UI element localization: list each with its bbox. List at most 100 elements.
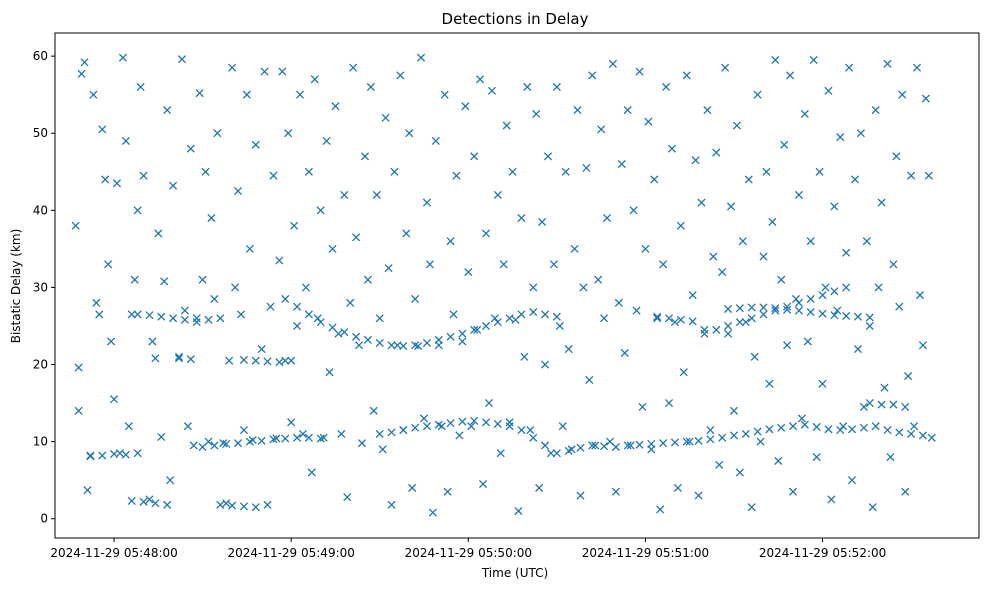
data-point — [440, 90, 449, 99]
data-point — [762, 167, 771, 176]
data-point — [109, 449, 119, 459]
data-point — [192, 318, 201, 327]
data-point — [222, 439, 231, 448]
data-point — [231, 283, 240, 292]
data-point — [98, 125, 107, 134]
data-point — [390, 167, 399, 176]
data-point — [765, 379, 774, 388]
data-point — [818, 379, 827, 388]
data-point — [585, 375, 594, 385]
data-point — [77, 69, 86, 78]
data-point — [316, 434, 325, 443]
data-point — [877, 198, 886, 207]
data-point — [685, 437, 694, 446]
data-point — [735, 468, 744, 477]
data-point — [555, 321, 564, 331]
data-point — [753, 427, 762, 436]
data-point — [570, 244, 579, 253]
data-point — [346, 298, 355, 307]
data-point — [830, 287, 839, 296]
data-point — [233, 186, 243, 196]
data-point — [363, 275, 372, 284]
data-point — [127, 496, 136, 506]
data-point — [174, 352, 184, 361]
data-point — [735, 304, 744, 313]
data-point — [467, 422, 476, 431]
data-point — [222, 499, 231, 508]
data-point — [198, 275, 207, 284]
data-point — [724, 329, 733, 338]
data-point — [529, 308, 538, 317]
data-point — [729, 431, 739, 440]
data-point — [481, 418, 491, 427]
data-point — [579, 283, 588, 292]
data-point — [275, 358, 284, 367]
data-point — [815, 167, 824, 176]
data-point — [470, 152, 479, 161]
data-point — [670, 438, 679, 447]
data-point — [777, 423, 786, 432]
data-point — [446, 419, 455, 428]
data-point — [287, 356, 296, 365]
data-point — [124, 422, 133, 431]
data-point — [328, 244, 337, 253]
data-point — [856, 129, 865, 138]
data-point — [107, 337, 116, 346]
data-point — [219, 439, 228, 448]
data-point — [924, 171, 933, 180]
data-point — [201, 167, 210, 176]
y-tick-label-1: 10 — [33, 435, 48, 449]
data-point — [484, 399, 494, 408]
y-tick-label-3: 30 — [33, 280, 48, 294]
data-point — [576, 491, 585, 500]
data-point — [907, 429, 916, 438]
data-point — [325, 368, 334, 377]
data-point — [895, 428, 904, 437]
data-point — [425, 260, 434, 269]
data-point — [700, 325, 709, 334]
data-point — [520, 352, 529, 361]
data-point — [316, 318, 325, 327]
data-point — [644, 117, 653, 126]
data-point — [118, 53, 127, 62]
data-point — [608, 59, 618, 68]
data-point — [691, 156, 700, 165]
data-point — [759, 303, 768, 312]
data-point — [803, 337, 812, 346]
data-point — [461, 102, 470, 111]
chart-title: Detections in Delay — [442, 10, 589, 28]
data-point — [431, 136, 440, 145]
data-point — [177, 55, 186, 64]
data-point — [623, 106, 632, 115]
data-point — [316, 206, 325, 215]
data-point — [591, 441, 600, 450]
data-point — [871, 422, 880, 431]
data-point — [794, 190, 803, 199]
data-point — [901, 487, 910, 496]
data-point — [307, 468, 316, 477]
data-point — [889, 260, 898, 269]
data-point — [871, 106, 880, 115]
data-point — [768, 217, 777, 226]
data-point — [800, 109, 809, 119]
data-point — [251, 356, 260, 365]
data-point — [756, 437, 765, 446]
data-point — [216, 500, 225, 509]
data-point — [718, 433, 727, 442]
data-point — [257, 436, 266, 445]
data-point — [650, 175, 659, 184]
data-point — [848, 425, 857, 434]
data-point — [337, 429, 346, 438]
data-point — [809, 55, 818, 65]
data-point — [154, 229, 163, 238]
data-point — [422, 198, 432, 207]
data-point — [360, 152, 370, 161]
data-point — [245, 244, 254, 253]
data-point — [564, 345, 573, 354]
data-point — [759, 310, 768, 319]
data-point — [387, 341, 396, 350]
x-tick-label-2: 2024-11-29 05:50:00 — [405, 546, 532, 560]
data-point — [747, 314, 756, 323]
data-point — [245, 437, 254, 446]
